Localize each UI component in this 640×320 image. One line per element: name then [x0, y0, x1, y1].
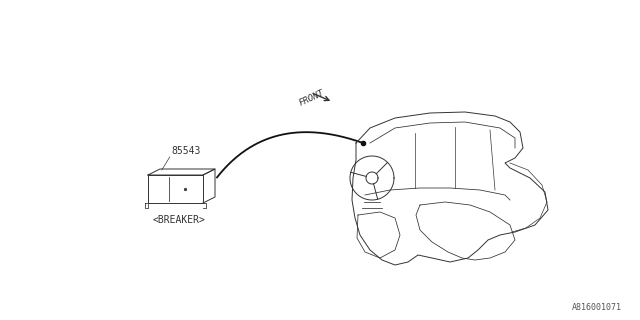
Text: <BREAKER>: <BREAKER>	[153, 215, 205, 225]
Text: FRONT: FRONT	[298, 88, 326, 108]
Text: A816001071: A816001071	[572, 303, 622, 312]
Text: 85543: 85543	[172, 146, 201, 156]
